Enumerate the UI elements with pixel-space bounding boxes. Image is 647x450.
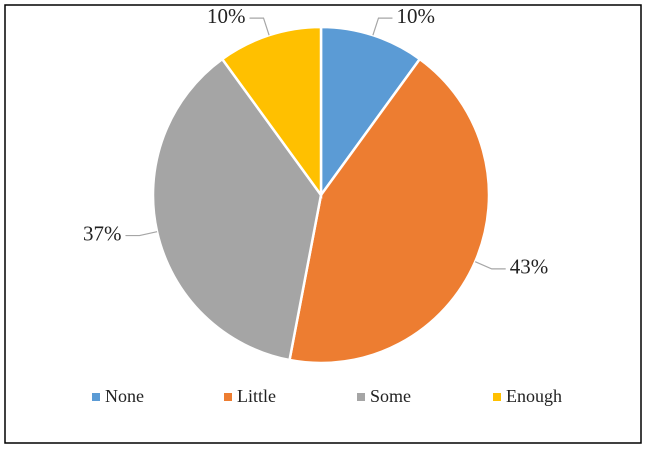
pie-slice: [151, 57, 323, 362]
pie-slice: [288, 57, 491, 365]
leader-line: [474, 261, 506, 270]
legend-marker: [224, 393, 232, 401]
legend-marker: [493, 393, 501, 401]
data-label: 37%: [83, 221, 122, 245]
legend-label: Little: [237, 386, 276, 406]
leader-line: [125, 231, 158, 237]
legend-marker: [357, 393, 365, 401]
leader-line: [372, 17, 393, 36]
legend-marker: [92, 393, 100, 401]
data-label: 43%: [510, 255, 549, 279]
legend-label: Some: [370, 386, 411, 406]
leader-line: [249, 17, 270, 36]
data-label: 10%: [207, 4, 246, 28]
legend-label: None: [105, 386, 144, 406]
data-label: 10%: [396, 4, 435, 28]
legend-label: Enough: [506, 386, 562, 406]
